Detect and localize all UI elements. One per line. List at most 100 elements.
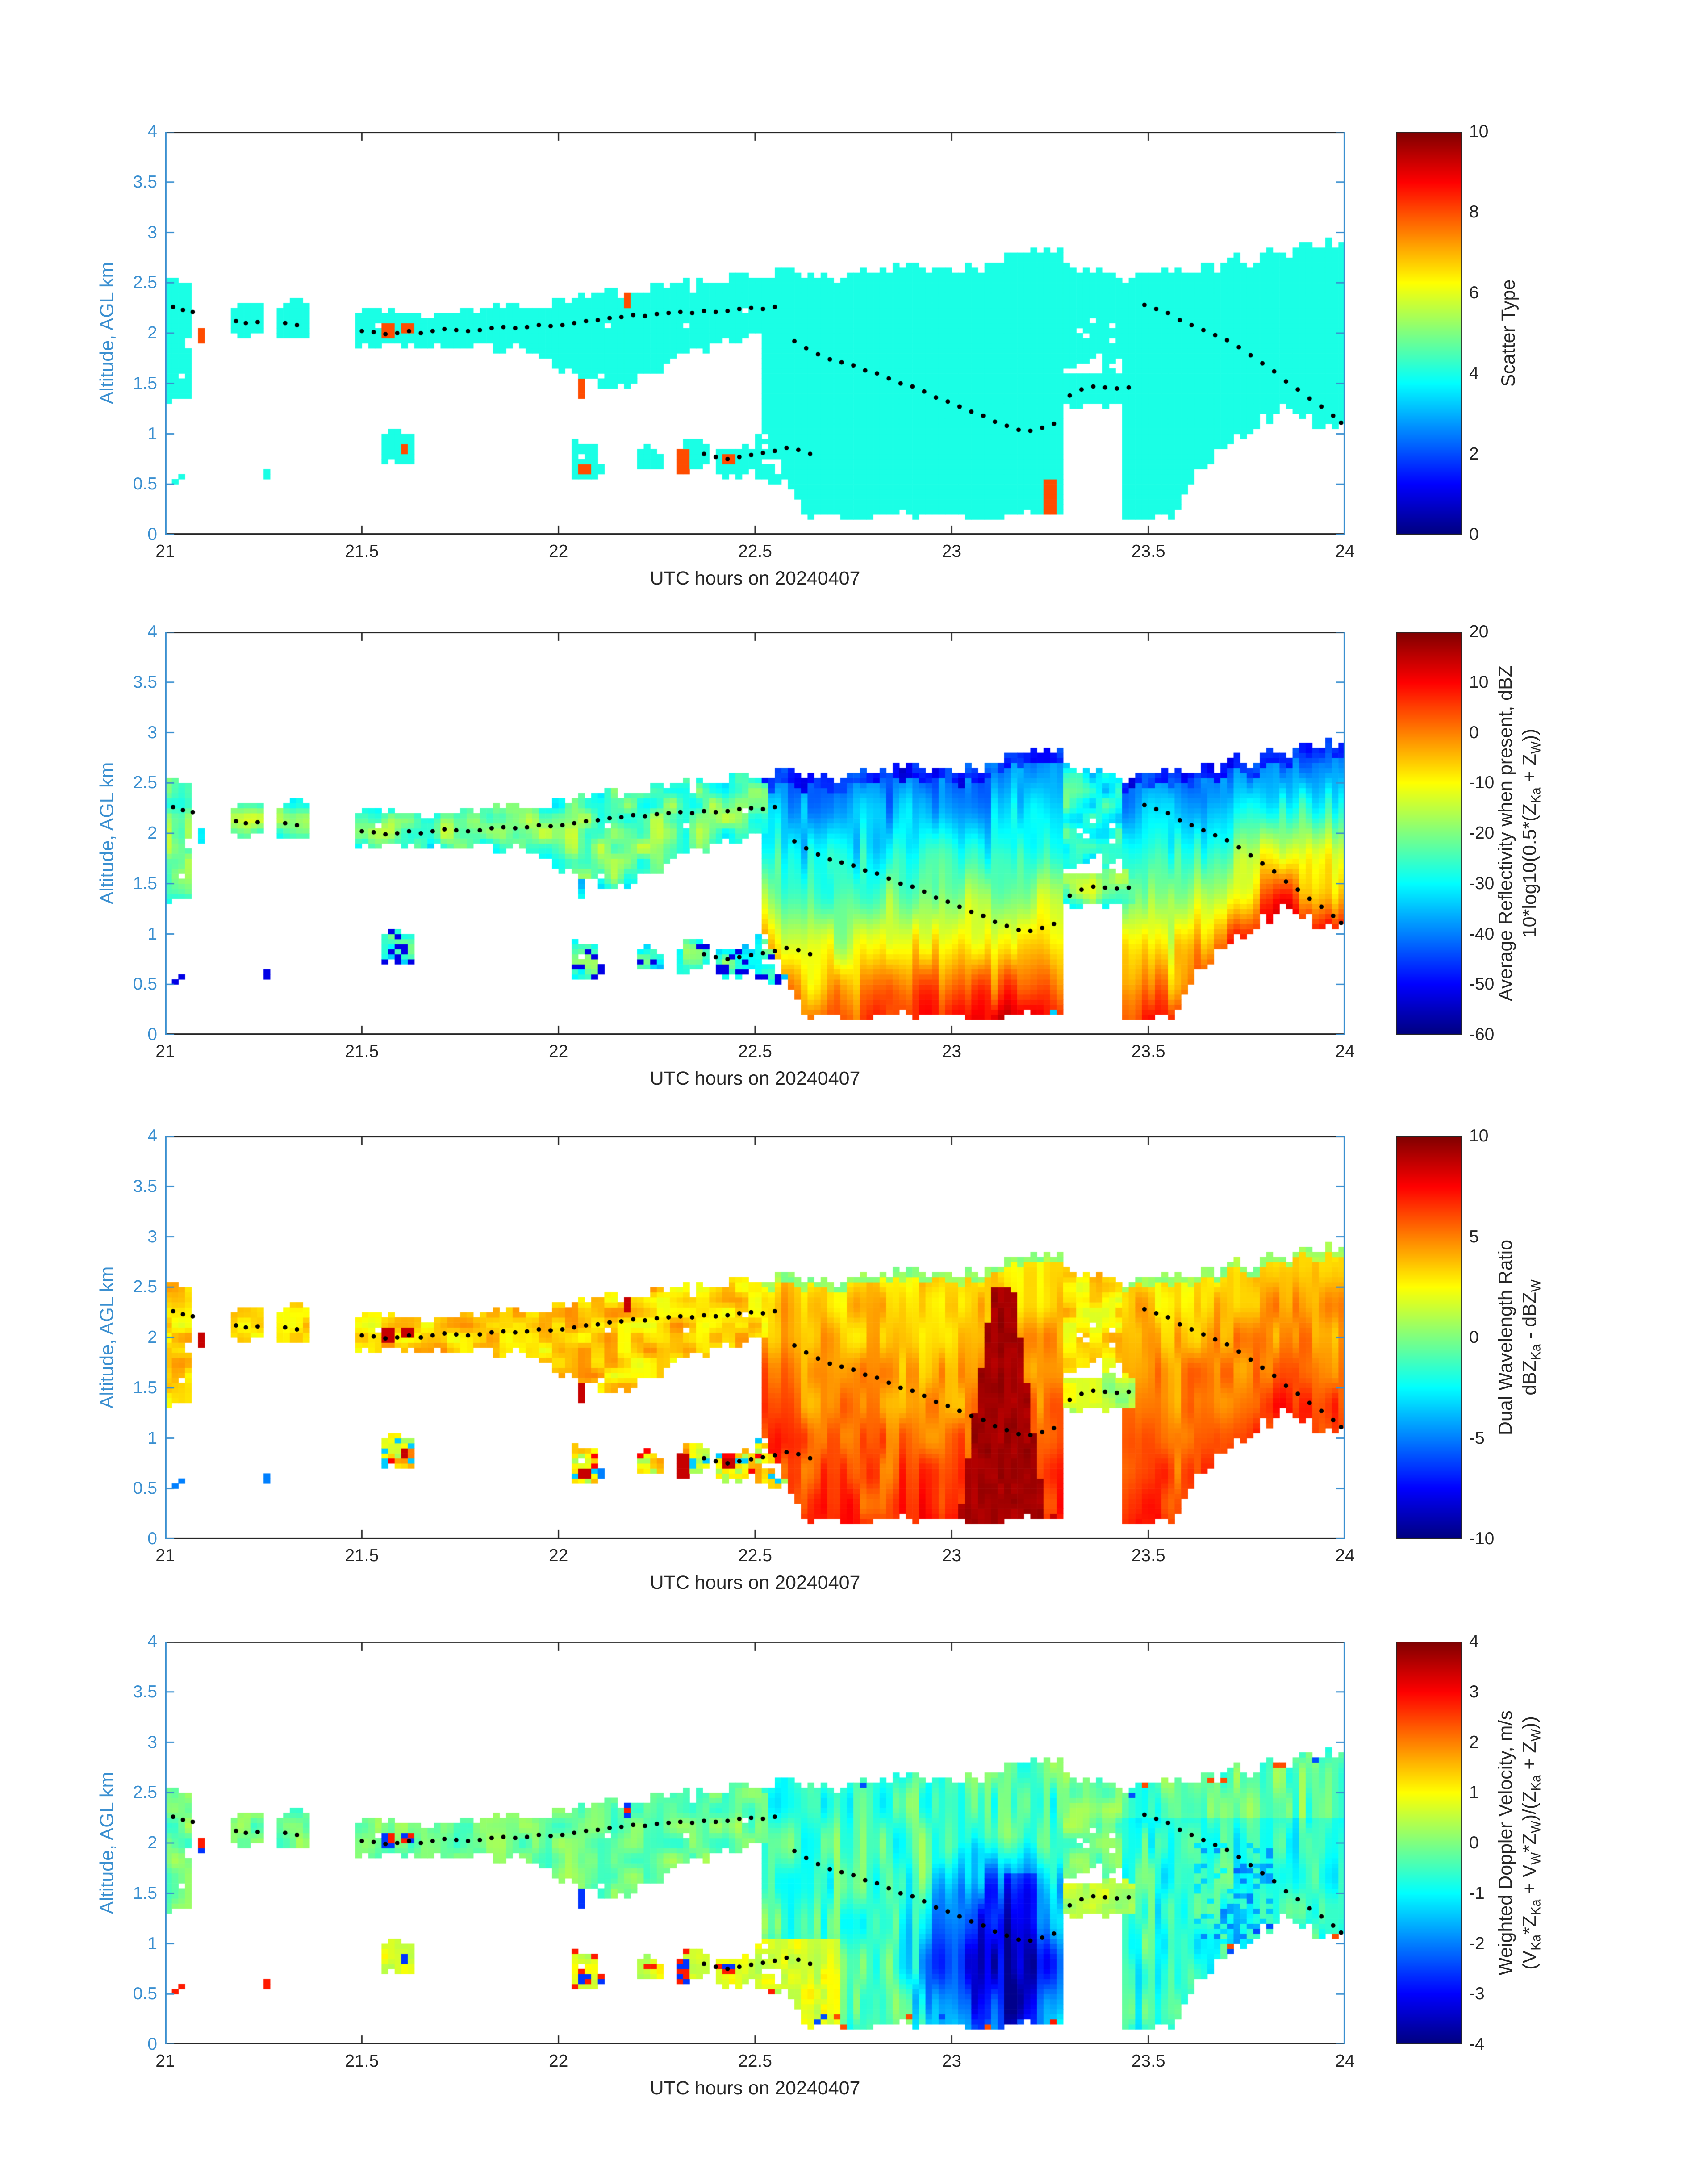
cb-tick-label: 0: [1469, 1833, 1479, 1852]
x-tick-label: 23: [942, 2052, 962, 2071]
y-tick-label: 1: [147, 424, 157, 443]
x-tick-label: 21.5: [345, 1042, 379, 1061]
cb-tick-label: 10: [1469, 1126, 1489, 1145]
x-tick-label: 21: [155, 542, 175, 561]
dwr-heatmap: [165, 1136, 1345, 1539]
colorbar-label: Scatter Type: [1496, 132, 1520, 535]
x-tick-label: 23: [942, 1042, 962, 1061]
y-tick-label: 1: [147, 924, 157, 944]
cb-tick-label: -10: [1469, 1529, 1495, 1548]
x-axis-label: UTC hours on 20240407: [650, 1572, 860, 1593]
cb-tick-label: -40: [1469, 924, 1495, 944]
y-tick-label: 0: [147, 1529, 157, 1548]
y-tick-label: 4: [147, 122, 157, 141]
y-tick-label: 2: [147, 323, 157, 343]
x-tick-label: 22.5: [738, 2052, 772, 2071]
colorbar-label-line: Scatter Type: [1498, 279, 1519, 387]
x-axis-label: UTC hours on 20240407: [650, 2077, 860, 2099]
colorbar-label-line: Weighted Doppler Velocity, m/s: [1495, 1710, 1516, 1976]
x-tick-label: 21: [155, 1042, 175, 1061]
cb-tick-label: 3: [1469, 1682, 1479, 1701]
cb-tick-label: 4: [1469, 364, 1479, 383]
y-tick-label: 1.5: [133, 373, 157, 393]
y-tick-label: 1: [147, 1934, 157, 1953]
x-tick-label: 21: [155, 1546, 175, 1565]
y-axis-label: Altitude, AGL km: [96, 762, 118, 905]
y-tick-label: 3.5: [133, 172, 157, 192]
y-tick-label: 1: [147, 1428, 157, 1448]
y-tick-label: 0.5: [133, 1984, 157, 2004]
cb-tick-label: 1: [1469, 1783, 1479, 1802]
y-tick-label: 1.5: [133, 1378, 157, 1397]
y-tick-label: 2: [147, 1328, 157, 1347]
x-tick-label: 21.5: [345, 542, 379, 561]
x-tick-label: 22: [548, 1042, 568, 1061]
reflectivity-heatmap: [165, 632, 1345, 1035]
y-tick-label: 1.5: [133, 1883, 157, 1903]
y-tick-label: 3.5: [133, 1176, 157, 1196]
cb-tick-label: 0: [1469, 1328, 1479, 1347]
cb-tick-label: 8: [1469, 202, 1479, 222]
x-tick-label: 24: [1335, 542, 1355, 561]
y-tick-label: 3.5: [133, 672, 157, 692]
y-tick-label: 1.5: [133, 873, 157, 893]
colorbar-label-line: Average Reflectivity when present, dBZ: [1495, 665, 1516, 1002]
y-tick-label: 3: [147, 1227, 157, 1246]
x-tick-label: 24: [1335, 1546, 1355, 1565]
y-axis-label: Altitude, AGL km: [96, 1266, 118, 1409]
y-tick-label: 3: [147, 723, 157, 742]
x-tick-label: 22: [548, 542, 568, 561]
colorbar-label-line: 10*log10(0.5*(ZKa + ZW)): [1519, 728, 1544, 938]
cb-tick-label: -10: [1469, 773, 1495, 793]
cb-tick-label: -5: [1469, 1428, 1485, 1448]
cb-tick-label: -4: [1469, 2035, 1485, 2054]
y-tick-label: 2: [147, 1833, 157, 1852]
cb-tick-label: 5: [1469, 1227, 1479, 1246]
y-tick-label: 0: [147, 1025, 157, 1044]
x-tick-label: 23.5: [1131, 542, 1165, 561]
velocity-colorbar: [1396, 1642, 1462, 2044]
x-tick-label: 22.5: [738, 1546, 772, 1565]
y-tick-label: 2.5: [133, 773, 157, 793]
y-tick-label: 3.5: [133, 1682, 157, 1701]
cb-tick-label: -20: [1469, 823, 1495, 843]
y-tick-label: 3: [147, 222, 157, 242]
y-tick-label: 3: [147, 1732, 157, 1752]
cb-tick-label: -60: [1469, 1025, 1495, 1044]
colorbar-label-line: Dual Wavelength Ratio: [1495, 1239, 1516, 1436]
x-tick-label: 24: [1335, 1042, 1355, 1061]
cb-tick-label: -50: [1469, 974, 1495, 994]
scatter-type-heatmap: [165, 132, 1345, 535]
cb-tick-label: -30: [1469, 873, 1495, 893]
cb-tick-label: 6: [1469, 283, 1479, 302]
cb-tick-label: -2: [1469, 1934, 1485, 1953]
y-tick-label: 0.5: [133, 474, 157, 494]
y-tick-label: 4: [147, 622, 157, 641]
cb-tick-label: 2: [1469, 1732, 1479, 1752]
cb-tick-label: 0: [1469, 723, 1479, 742]
y-tick-label: 0: [147, 2035, 157, 2054]
cb-tick-label: 10: [1469, 672, 1489, 692]
cb-tick-label: 10: [1469, 122, 1489, 141]
x-tick-label: 23: [942, 1546, 962, 1565]
cb-tick-label: 4: [1469, 1632, 1479, 1651]
y-axis-label: Altitude, AGL km: [96, 262, 118, 405]
x-tick-label: 22: [548, 2052, 568, 2071]
x-tick-label: 22.5: [738, 1042, 772, 1061]
y-tick-label: 4: [147, 1632, 157, 1651]
colorbar-label: Dual Wavelength Ratio dBZKa - dBZW: [1494, 1136, 1549, 1539]
colorbar-label-line: (VKa*ZKa + VW*ZW)/(ZKa + ZW)): [1519, 1716, 1544, 1970]
x-tick-label: 21.5: [345, 1546, 379, 1565]
y-tick-label: 0.5: [133, 974, 157, 994]
colorbar-label-line: dBZKa - dBZW: [1519, 1279, 1544, 1396]
x-tick-label: 24: [1335, 2052, 1355, 2071]
y-tick-label: 2.5: [133, 1277, 157, 1297]
x-tick-label: 23.5: [1131, 1546, 1165, 1565]
colorbar-label: Weighted Doppler Velocity, m/s (VKa*ZKa +…: [1494, 1642, 1549, 2044]
cb-tick-label: 0: [1469, 525, 1479, 544]
colorbar-label: Average Reflectivity when present, dBZ 10…: [1494, 632, 1549, 1035]
